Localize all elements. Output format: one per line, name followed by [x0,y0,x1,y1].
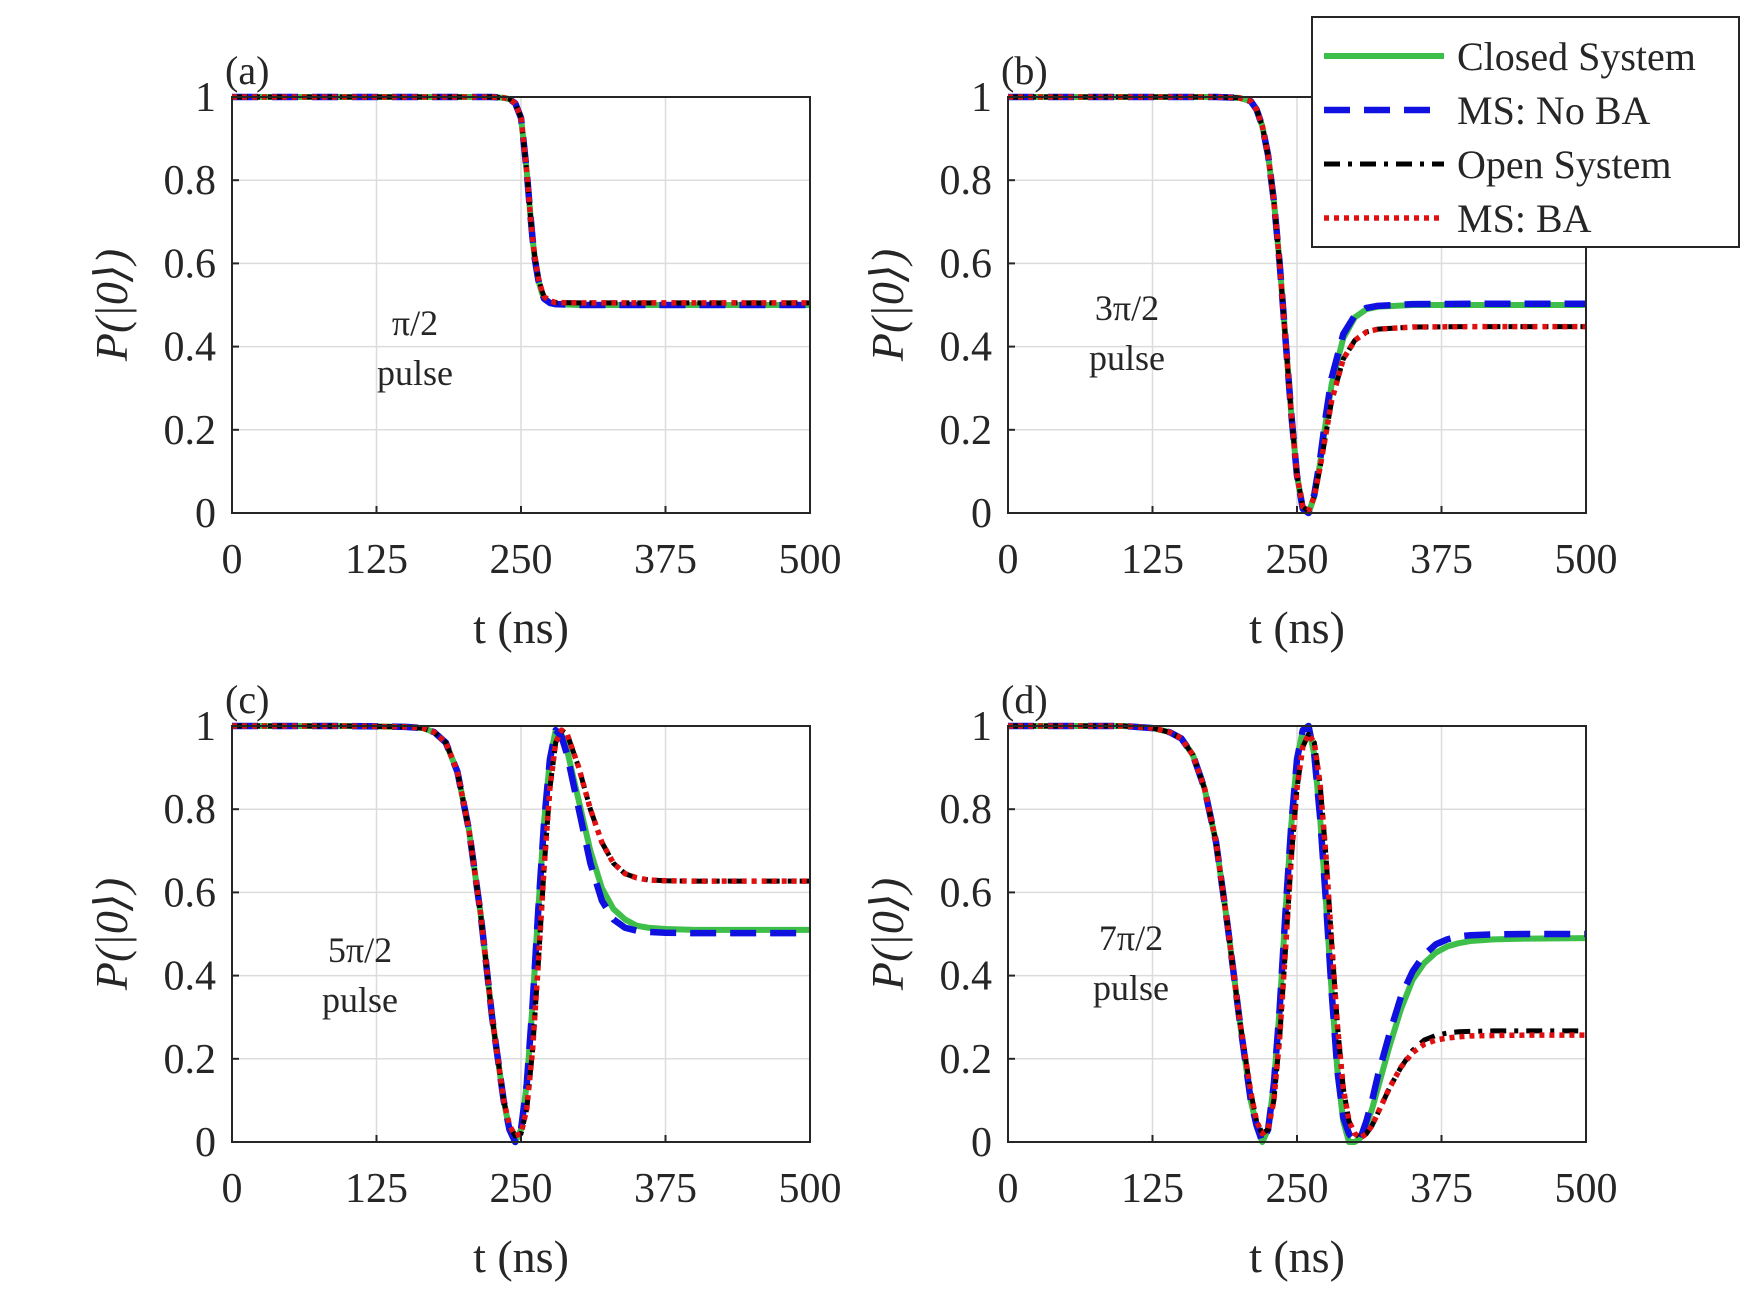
pulse-annotation: 5π/2 [328,930,392,970]
y-axis-label: P(|0⟩) [862,878,913,991]
y-tick-label: 0.6 [164,241,217,287]
series-line-ms-ba [232,723,810,1139]
x-tick-label: 0 [222,537,243,583]
y-tick-label: 0.6 [164,870,217,916]
x-tick-label: 500 [779,537,842,583]
legend-label: Closed System [1457,34,1696,79]
y-tick-label: 0 [971,491,992,537]
y-tick-label: 0.4 [940,954,993,1000]
pulse-annotation: pulse [1089,338,1165,378]
series-group [1008,722,1586,1146]
panel-label: (c) [225,677,269,722]
pulse-annotation: 3π/2 [1095,288,1159,328]
panel-a: 0 125 250 375 500 0 0.2 0.4 0.6 0.8 1 t (ns) P(|0⟩) (… [86,48,842,653]
x-tick-label: 375 [634,537,697,583]
y-tick-label: 1 [971,75,992,121]
y-tick-label: 0.8 [940,787,993,833]
y-tick-label: 0.4 [940,325,993,371]
y-tick-label: 1 [195,704,216,750]
y-tick-label: 0.4 [164,954,217,1000]
series-line-ms-ba [232,94,810,306]
x-tick-label: 0 [998,1166,1019,1212]
x-axis-label: t (ns) [473,602,569,653]
pulse-annotation: 7π/2 [1099,918,1163,958]
panel-c: 0 125 250 375 500 0 0.2 0.4 0.6 0.8 1 t (ns) P(|0⟩) (… [86,677,842,1282]
x-tick-label: 125 [345,537,408,583]
x-tick-label: 125 [1121,537,1184,583]
series-group [232,722,810,1146]
x-tick-label: 375 [1410,1166,1473,1212]
series-line-ms-no-ba [232,722,810,1146]
pulse-annotation: π/2 [392,303,438,343]
y-tick-label: 0 [195,491,216,537]
y-axis-label: P(|0⟩) [862,249,913,362]
y-tick-label: 0.6 [940,870,993,916]
legend-label: MS: No BA [1457,88,1650,133]
x-tick-label: 125 [1121,1166,1184,1212]
panel-label: (a) [225,48,269,93]
legend: Closed System MS: No BA Open System MS: BA [1311,16,1740,248]
legend-label: MS: BA [1457,196,1592,241]
y-tick-label: 0.2 [164,1037,217,1083]
x-tick-label: 500 [1555,1166,1618,1212]
y-tick-label: 1 [971,704,992,750]
x-tick-label: 375 [1410,537,1473,583]
series-line-ms-ba [1008,94,1586,514]
panel-label: (d) [1001,677,1048,722]
x-tick-label: 125 [345,1166,408,1212]
pulse-annotation: pulse [377,353,453,393]
x-tick-label: 250 [1266,537,1329,583]
y-axis-label: P(|0⟩) [86,878,137,991]
x-tick-label: 250 [1266,1166,1329,1212]
x-axis-label: t (ns) [473,1231,569,1282]
series-line-ms-ba [1008,723,1586,1141]
x-axis-label: t (ns) [1249,1231,1345,1282]
y-tick-label: 0.4 [164,325,217,371]
x-tick-label: 250 [490,537,553,583]
x-tick-label: 500 [1555,537,1618,583]
panel-d: 0 125 250 375 500 0 0.2 0.4 0.6 0.8 1 t (ns) P(|0⟩) (… [862,677,1618,1282]
x-tick-label: 0 [222,1166,243,1212]
y-tick-label: 0.2 [940,1037,993,1083]
y-tick-label: 0.6 [940,241,993,287]
x-tick-label: 0 [998,537,1019,583]
panel-label: (b) [1001,48,1048,93]
y-tick-label: 0.2 [164,408,217,454]
y-tick-label: 0.8 [164,787,217,833]
pulse-annotation: pulse [322,980,398,1020]
y-tick-label: 0.8 [164,158,217,204]
y-tick-label: 0 [971,1120,992,1166]
series-group [1008,93,1586,517]
y-tick-label: 0 [195,1120,216,1166]
y-tick-label: 0.8 [940,158,993,204]
y-tick-label: 1 [195,75,216,121]
pulse-annotation: pulse [1093,968,1169,1008]
y-tick-label: 0.2 [940,408,993,454]
y-axis-label: P(|0⟩) [86,249,137,362]
x-tick-label: 375 [634,1166,697,1212]
x-tick-label: 250 [490,1166,553,1212]
series-line-open-system [1008,94,1586,514]
legend-label: Open System [1457,142,1671,187]
x-tick-label: 500 [779,1166,842,1212]
x-axis-label: t (ns) [1249,602,1345,653]
